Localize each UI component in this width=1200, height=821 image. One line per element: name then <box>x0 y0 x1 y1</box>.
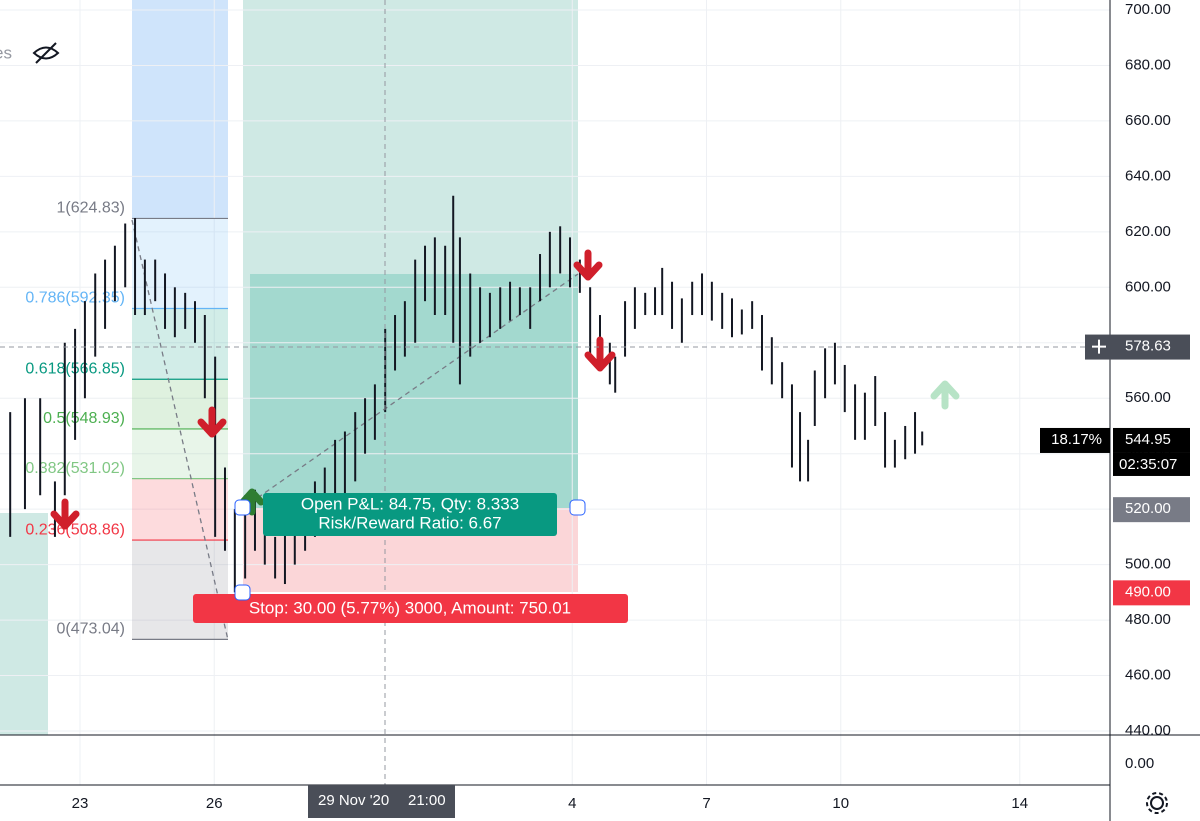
crosshair-plus <box>1092 339 1106 354</box>
y-tick-label: 640.00 <box>1125 167 1171 184</box>
pnl-text: Open P&L: 84.75, Qty: 8.333 <box>301 494 519 513</box>
position-labels: Open P&L: 84.75, Qty: 8.333 Risk/Reward … <box>193 493 628 623</box>
y-tick-label: 480.00 <box>1125 611 1171 628</box>
y-tick-label: 440.00 <box>1125 722 1171 739</box>
axes: 440.00460.00480.00500.00520.00540.00560.… <box>72 1 1190 812</box>
left-zone <box>0 513 48 735</box>
price-marker <box>1113 427 1190 453</box>
x-tick-label: 23 <box>72 795 89 812</box>
arrows <box>50 249 960 530</box>
price-marker-label: 578.63 <box>1125 338 1171 355</box>
fib-retracement: 1(624.83)0.786(592.35)0.618(566.85)0.5(5… <box>25 200 228 640</box>
fib-label: 0.382(531.02) <box>25 460 125 477</box>
fib-label: 0(473.04) <box>57 621 126 638</box>
fib-zone <box>132 218 228 309</box>
settings-icon[interactable] <box>1146 792 1168 814</box>
time-crosshair-clock: 21:00 <box>408 792 446 809</box>
fib-zone <box>132 540 228 640</box>
y-tick-label: 620.00 <box>1125 223 1171 240</box>
price-marker <box>1113 497 1190 523</box>
rr-text: Risk/Reward Ratio: 6.67 <box>318 513 501 532</box>
profit-zone <box>250 274 578 508</box>
handle[interactable] <box>234 499 251 516</box>
gear-teeth <box>1146 792 1168 814</box>
stop-text: Stop: 30.00 (5.77%) 3000, Amount: 750.01 <box>249 598 571 617</box>
countdown-label: 02:35:07 <box>1119 456 1177 473</box>
price-marker-label: 490.00 <box>1125 583 1171 600</box>
price-axis-bg <box>1110 0 1200 821</box>
buy-arrow <box>239 488 265 516</box>
handle[interactable] <box>569 499 586 516</box>
lower-pane-label: 0.00 <box>1125 755 1154 772</box>
price-marker-label: 520.00 <box>1125 500 1171 517</box>
time-axis-bg <box>0 785 1110 821</box>
handle[interactable] <box>234 584 251 601</box>
x-tick-label: 7 <box>702 795 710 812</box>
x-tick-label: 26 <box>206 795 223 812</box>
y-tick-label: 500.00 <box>1125 556 1171 573</box>
fib-zone <box>132 478 228 541</box>
blue-zone <box>132 0 228 218</box>
fib-zone <box>132 308 228 380</box>
countdown-box <box>1113 452 1190 476</box>
y-tick-label: 460.00 <box>1125 667 1171 684</box>
sell-arrow <box>197 406 227 438</box>
y-tick-label: 680.00 <box>1125 56 1171 73</box>
buy-arrow <box>930 380 960 410</box>
y-tick-label: 600.00 <box>1125 278 1171 295</box>
time-crosshair-date: 29 Nov '20 <box>318 792 389 809</box>
change-box <box>1040 427 1110 453</box>
time-crosshair-box <box>308 785 455 818</box>
fib-label: 0.5(548.93) <box>43 410 125 427</box>
sell-arrow <box>573 249 603 281</box>
fib-label: 1(624.83) <box>57 200 126 217</box>
legend-text: es <box>0 43 12 62</box>
fib-label: 0.786(592.35) <box>25 290 125 307</box>
x-tick-label: 10 <box>832 795 849 812</box>
price-marker <box>1113 580 1190 606</box>
fib-label: 0.236(508.86) <box>25 521 125 538</box>
stop-box <box>193 594 628 623</box>
eye-icon[interactable] <box>32 42 60 64</box>
y-tick-label: 560.00 <box>1125 389 1171 406</box>
y-tick-label: 660.00 <box>1125 112 1171 129</box>
price-marker-label: 544.95 <box>1125 431 1171 448</box>
x-tick-label: 4 <box>568 795 576 812</box>
y-tick-label: 700.00 <box>1125 1 1171 18</box>
gear <box>1150 796 1164 810</box>
price-marker <box>1113 334 1190 360</box>
sell-arrow <box>50 498 80 530</box>
pnl-box <box>263 493 557 536</box>
eye-slash <box>35 42 57 64</box>
change-label: 18.17% <box>1051 431 1102 448</box>
sell-arrow <box>584 336 616 372</box>
x-tick-label: 14 <box>1011 795 1028 812</box>
